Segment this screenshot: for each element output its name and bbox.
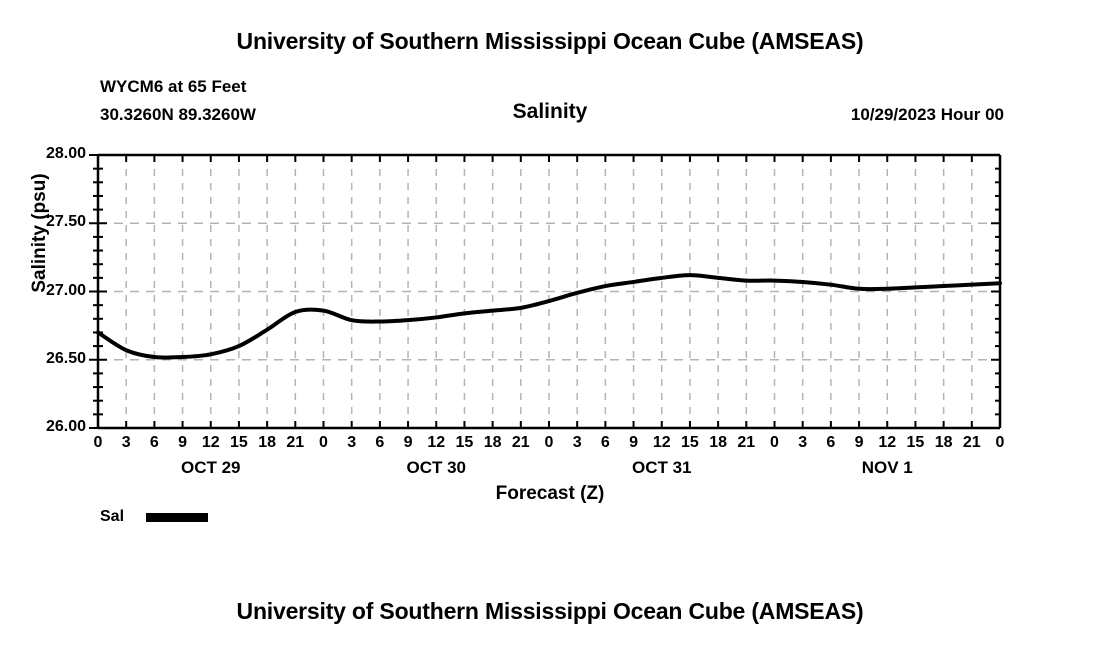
x-tick-label: 0 xyxy=(319,434,328,451)
day-label: OCT 29 xyxy=(180,458,241,477)
y-tick-label: 26.50 xyxy=(45,349,86,367)
x-tick-label: 6 xyxy=(826,434,836,451)
x-tick-label: 12 xyxy=(201,434,220,451)
legend-swatch-sal xyxy=(146,512,209,522)
footer-title: University of Southern Mississippi Ocean… xyxy=(236,598,864,624)
day-label: OCT 31 xyxy=(631,458,692,477)
x-tick-label: 0 xyxy=(995,434,1005,451)
x-tick-label: 3 xyxy=(572,434,582,451)
y-tick-label: 27.50 xyxy=(45,213,86,231)
x-tick-label: 12 xyxy=(878,434,897,451)
chart-subtitle: Salinity xyxy=(512,100,588,123)
x-tick-label: 3 xyxy=(347,434,357,451)
x-tick-label: 21 xyxy=(737,434,756,451)
x-tick-label: 0 xyxy=(93,434,103,451)
grid-layer xyxy=(98,155,1000,428)
x-tick-label: 9 xyxy=(403,434,413,451)
x-tick-label: 0 xyxy=(544,434,554,451)
day-label: NOV 1 xyxy=(861,458,913,477)
x-tick-label: 0 xyxy=(770,434,779,451)
x-tick-label: 12 xyxy=(652,434,671,451)
day-label: OCT 30 xyxy=(406,458,467,477)
chart-legend: Sal xyxy=(100,508,209,526)
x-tick-label: 21 xyxy=(286,434,305,451)
x-tick-label: 6 xyxy=(375,434,385,451)
x-tick-label: 6 xyxy=(149,434,159,451)
x-tick-label: 15 xyxy=(681,434,699,451)
x-tick-label: 18 xyxy=(934,434,953,451)
station-label: WYCM6 at 65 Feet xyxy=(100,77,247,96)
legend-label-sal: Sal xyxy=(100,508,125,525)
x-tick-label: 6 xyxy=(600,434,610,451)
x-tick-label: 21 xyxy=(511,434,530,451)
x-tick-label: 9 xyxy=(629,434,639,451)
y-tick-label: 26.00 xyxy=(45,418,86,435)
x-tick-label: 15 xyxy=(455,434,474,451)
axis-ticks xyxy=(89,154,1001,429)
page-title: University of Southern Mississippi Ocean… xyxy=(236,28,864,54)
x-tick-label: 9 xyxy=(178,434,188,451)
model-run-stamp: 10/29/2023 Hour 00 xyxy=(850,105,1004,124)
x-tick-label: 15 xyxy=(906,434,925,451)
x-tick-label: 18 xyxy=(709,434,728,451)
coordinates-label: 30.3260N 89.3260W xyxy=(100,105,256,124)
x-tick-label: 15 xyxy=(230,434,248,451)
x-axis-label: Forecast (Z) xyxy=(495,483,605,504)
x-tick-label: 3 xyxy=(121,434,131,451)
x-tick-label: 18 xyxy=(258,434,277,451)
x-tick-label: 18 xyxy=(483,434,502,451)
y-tick-label: 27.00 xyxy=(45,281,86,299)
x-tick-label: 3 xyxy=(798,434,808,451)
x-tick-label: 21 xyxy=(962,434,981,451)
y-tick-label: 28.00 xyxy=(45,145,86,162)
data-series-layer xyxy=(96,273,1002,360)
x-tick-label: 9 xyxy=(854,434,864,451)
x-tick-label: 12 xyxy=(427,434,446,451)
